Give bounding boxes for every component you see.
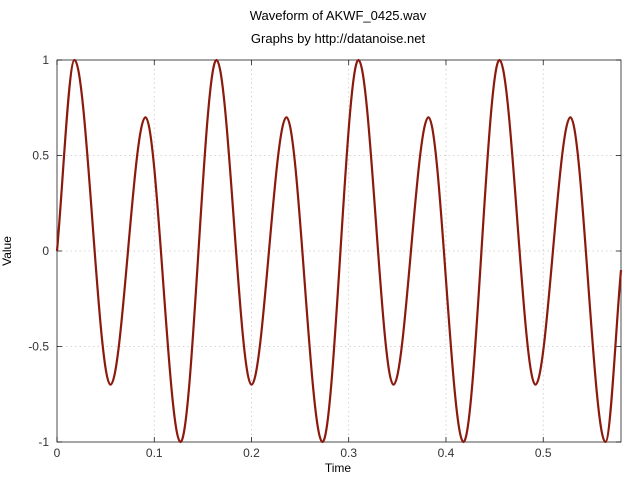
- y-tick-label: -1: [38, 435, 49, 449]
- y-axis-label: Value: [0, 236, 14, 266]
- y-tick-label: 0: [42, 244, 49, 258]
- x-tick-label: 0.4: [438, 446, 455, 460]
- chart-title: Waveform of AKWF_0425.wav: [250, 8, 427, 23]
- waveform-line: [55, 58, 623, 444]
- x-tick-label: 0.1: [146, 446, 163, 460]
- y-tick-label: 0.5: [32, 149, 49, 163]
- x-axis-label: Time: [325, 461, 352, 475]
- y-tick-label: 1: [42, 53, 49, 67]
- axis-ticks: 0 0.1 0.2 0.3 0.4 0.5 -1 -0.5 0 0.5 1: [28, 53, 621, 460]
- y-tick-label: -0.5: [28, 340, 49, 354]
- x-tick-label: 0: [54, 446, 61, 460]
- x-tick-label: 0.5: [535, 446, 552, 460]
- chart-subtitle: Graphs by http://datanoise.net: [251, 31, 426, 46]
- x-tick-label: 0.3: [340, 446, 357, 460]
- x-tick-label: 0.2: [243, 446, 260, 460]
